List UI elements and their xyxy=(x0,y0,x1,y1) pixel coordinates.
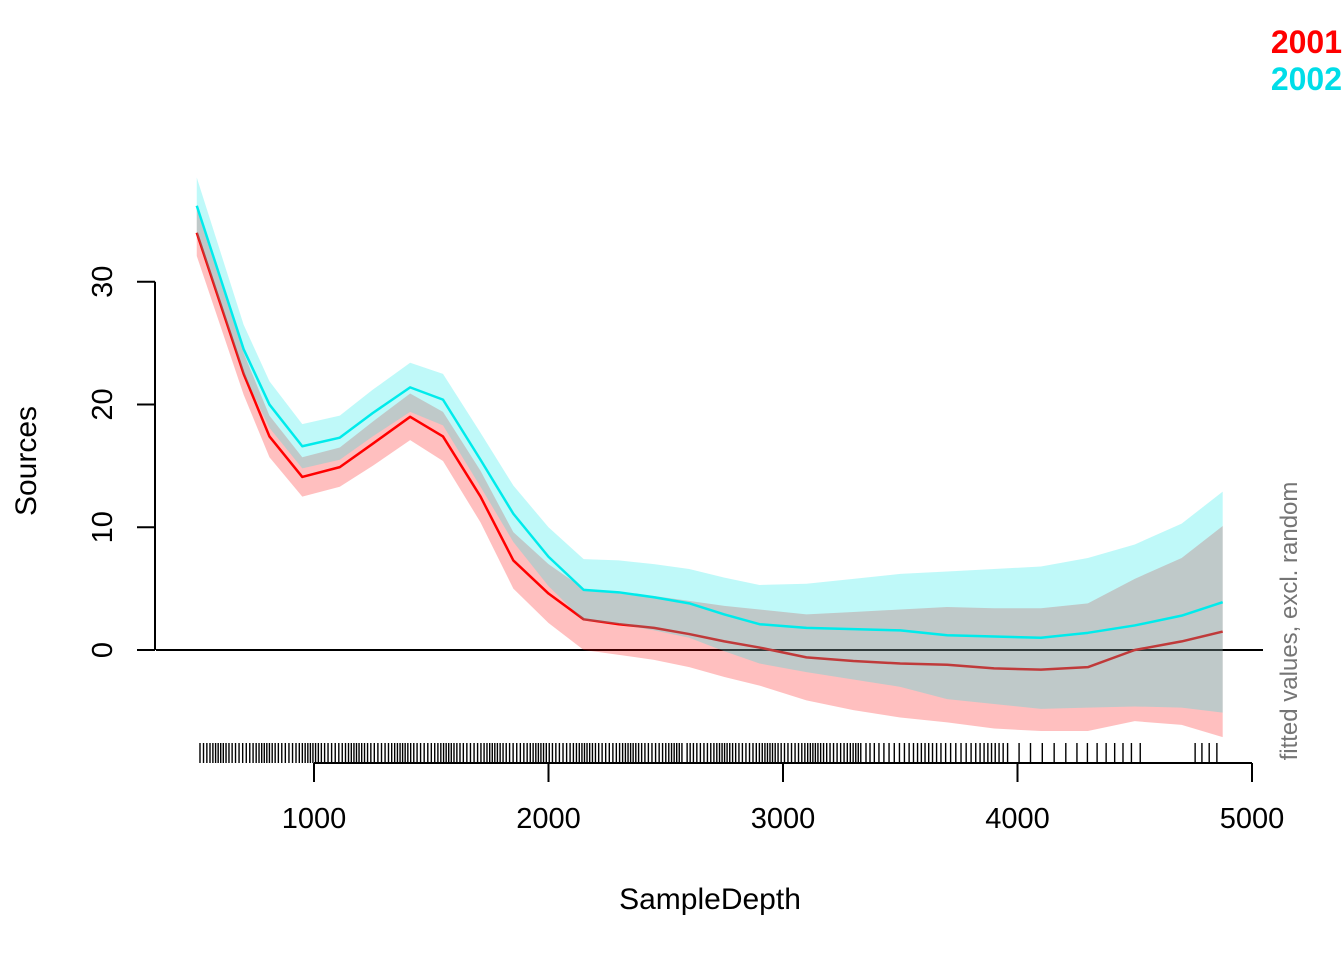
legend-item-2001: 2001 xyxy=(1271,24,1342,60)
x-axis-tick-labels: 1000 2000 3000 4000 5000 xyxy=(282,803,1285,835)
y-tick-label: 30 xyxy=(87,266,119,298)
x-tick-label: 3000 xyxy=(751,803,816,835)
right-annotation: fitted values, excl. random xyxy=(1276,482,1303,761)
fit-line-2001 xyxy=(195,232,1223,671)
x-tick-label: 5000 xyxy=(1220,803,1285,835)
y-axis-tick-labels: 0 10 20 30 xyxy=(87,266,119,658)
x-tick-label: 1000 xyxy=(282,803,347,835)
x-tick-label: 2000 xyxy=(516,803,581,835)
fit-line-2002 xyxy=(195,205,1224,639)
y-axis: 0 10 20 30 xyxy=(87,266,156,658)
rug-marks xyxy=(199,743,1218,763)
legend-item-2002: 2002 xyxy=(1271,61,1342,97)
y-axis-title: Sources xyxy=(10,406,43,516)
x-axis-ticks xyxy=(313,763,1253,782)
y-axis-ticks xyxy=(137,280,155,651)
y-tick-label: 0 xyxy=(87,642,119,658)
y-tick-label: 10 xyxy=(87,511,119,543)
confidence-band-2001 xyxy=(196,209,1223,738)
confidence-band-2002 xyxy=(196,177,1223,713)
x-tick-label: 4000 xyxy=(985,803,1050,835)
x-axis-title: SampleDepth xyxy=(619,883,801,916)
x-axis: 1000 2000 3000 4000 5000 xyxy=(282,762,1285,835)
y-tick-label: 20 xyxy=(87,388,119,420)
